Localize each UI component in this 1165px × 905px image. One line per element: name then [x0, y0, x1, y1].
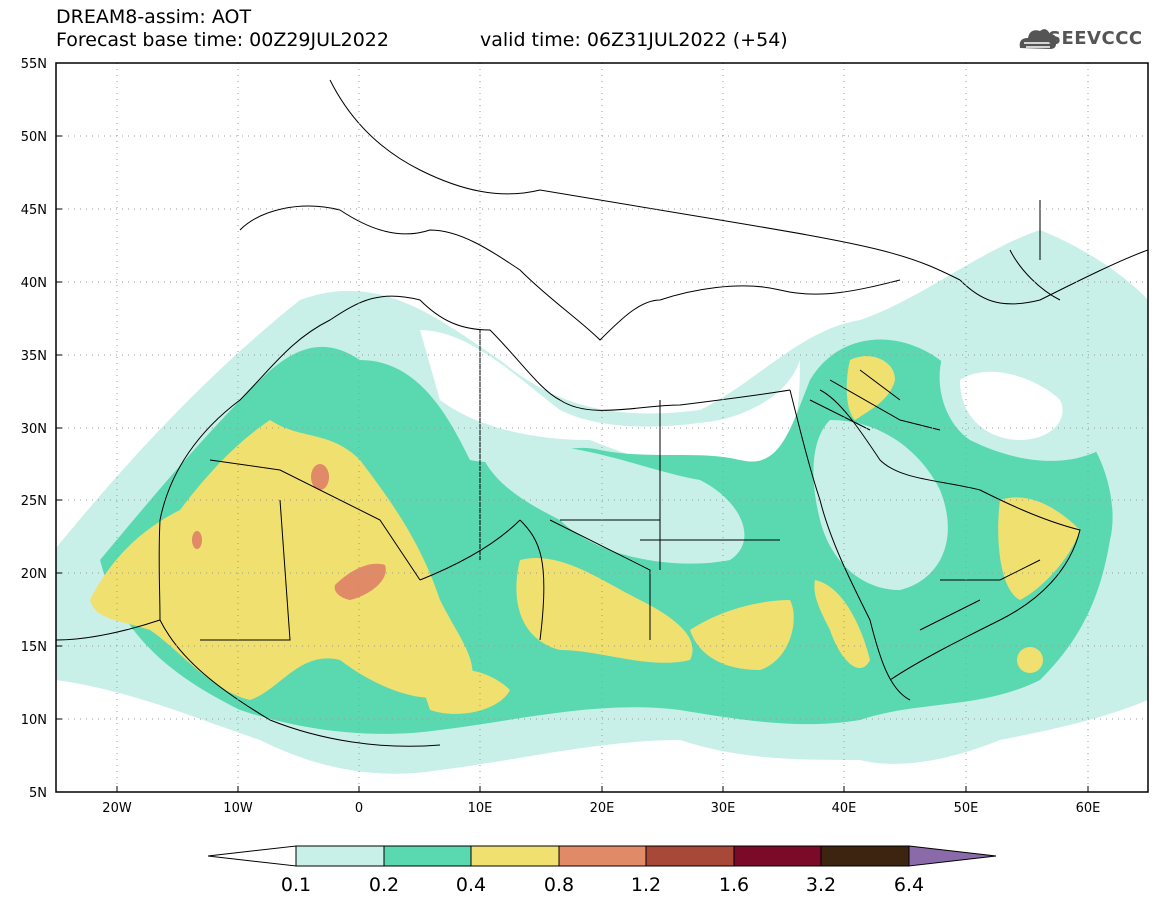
- colorbar-swatch: [733, 845, 822, 867]
- lon-label: 10E: [468, 801, 493, 816]
- clear-patch-arabia: [813, 420, 948, 590]
- aot-band-0.4-yemen: [1017, 647, 1043, 673]
- colorbar-swatch: [295, 845, 385, 867]
- lat-label: 40N: [21, 276, 47, 291]
- latitude-labels: 55N 50N 45N 40N 35N 30N 25N 20N 15N 10N …: [21, 57, 47, 801]
- map-title: DREAM8-assim: AOT: [56, 6, 252, 28]
- valid-time: valid time: 06Z31JUL2022 (+54): [480, 29, 788, 51]
- colorbar-over-triangle: [908, 845, 997, 867]
- aot-band-0.4-mali: [420, 669, 510, 714]
- lat-label: 20N: [21, 567, 47, 582]
- colorbar-label: 0.1: [281, 874, 311, 896]
- colorbar-under-triangle: [207, 845, 297, 867]
- aot-band-0.4-west: [90, 420, 473, 700]
- colorbar-swatch: [558, 845, 647, 867]
- white-patch-iran: [960, 371, 1063, 440]
- graticule: [56, 63, 1148, 792]
- lat-label: 15N: [21, 640, 47, 655]
- colorbar-swatch: [383, 845, 472, 867]
- clear-patch-egypt: [480, 444, 745, 564]
- lat-label: 10N: [21, 713, 47, 728]
- aot-band-0.4-chad: [516, 558, 693, 663]
- aot-band-0.4-eritrea: [814, 580, 870, 669]
- lon-label: 20W: [102, 801, 132, 816]
- cloud-icon: [1019, 29, 1057, 49]
- aot-band-0.4-oman: [998, 497, 1080, 600]
- colorbar-label: 1.6: [719, 874, 749, 896]
- lat-label: 25N: [21, 494, 47, 509]
- axis-ticks: [56, 62, 1089, 793]
- lat-label: 30N: [21, 422, 47, 437]
- coastlines: [56, 79, 1148, 747]
- aot-band-0.4-iraq: [846, 356, 895, 420]
- colorbar-label: 0.2: [369, 874, 399, 896]
- colorbar-swatch: [820, 845, 910, 867]
- lon-label: 30E: [711, 801, 736, 816]
- aot-band-0.8-mauritania: [192, 531, 202, 549]
- lat-label: 50N: [21, 130, 47, 145]
- lon-label: 50E: [954, 801, 979, 816]
- lat-label: 45N: [21, 203, 47, 218]
- aot-band-0.4-sudan: [690, 600, 794, 670]
- colorbar-label: 0.4: [456, 874, 486, 896]
- lon-label: 10W: [223, 801, 253, 816]
- colorbar-label: 1.2: [631, 874, 661, 896]
- lon-label: 60E: [1076, 801, 1101, 816]
- aot-band-0.8-niger: [334, 563, 386, 600]
- lon-label: 40E: [832, 801, 857, 816]
- colorbar-swatch: [470, 845, 560, 867]
- colorbar-labels: 0.1 0.2 0.4 0.8 1.2 1.6 3.2 6.4: [281, 874, 924, 896]
- aot-band-0.8-algeria: [311, 464, 329, 490]
- colorbar-swatch: [645, 845, 735, 867]
- clear-area-north: [420, 330, 800, 473]
- colorbar-label: 3.2: [806, 874, 836, 896]
- forecast-base-time: Forecast base time: 00Z29JUL2022: [56, 29, 389, 51]
- lat-label: 55N: [21, 57, 47, 72]
- colorbar-label: 0.8: [544, 874, 574, 896]
- colorbar-label: 6.4: [894, 874, 924, 896]
- logo-text: SEEVCCC: [1048, 28, 1143, 49]
- lon-label: 20E: [590, 801, 615, 816]
- colorbar: [207, 845, 997, 867]
- lat-label: 35N: [21, 349, 47, 364]
- longitude-labels: 20W 10W 0 10E 20E 30E 40E 50E 60E: [102, 801, 1100, 816]
- lon-label: 0: [355, 801, 363, 816]
- lat-label: 5N: [29, 786, 47, 801]
